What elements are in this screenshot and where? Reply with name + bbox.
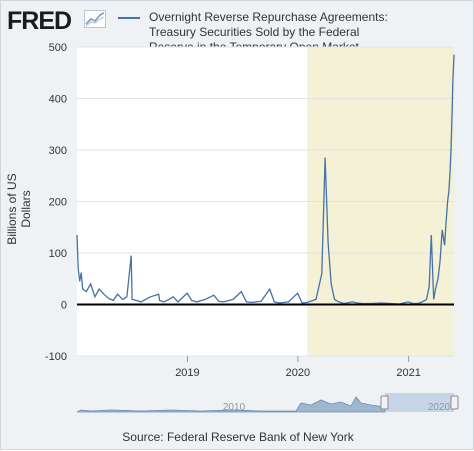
y-tick-label: 200 xyxy=(49,197,67,209)
y-tick-label: 400 xyxy=(49,94,67,106)
navigator-handle-right[interactable] xyxy=(450,395,459,410)
navigator-year-left: 2010 xyxy=(223,402,246,413)
source-note: Source: Federal Reserve Bank of New York xyxy=(122,430,354,444)
navigator-year-right: 2020 xyxy=(428,402,451,413)
y-tick-label: 0 xyxy=(61,300,67,312)
x-tick-label: 2019 xyxy=(175,367,199,379)
legend-swatch xyxy=(118,17,140,19)
y-tick-label: -100 xyxy=(45,351,67,363)
x-tick-label: 2021 xyxy=(396,367,420,379)
fred-chart-icon xyxy=(84,10,106,28)
fred-logo: FRED xyxy=(7,7,72,35)
y-tick-label: 100 xyxy=(49,248,67,260)
navigator[interactable]: 2010 2020 xyxy=(76,393,459,413)
series-line xyxy=(76,54,455,305)
navigator-minichart xyxy=(76,396,386,413)
y-tick-label: 300 xyxy=(49,145,67,157)
navigator-selected-range[interactable] xyxy=(385,393,454,412)
navigator-handle-left[interactable] xyxy=(380,395,389,410)
x-tick-label: 2020 xyxy=(286,367,310,379)
y-tick-label: 500 xyxy=(49,42,67,54)
